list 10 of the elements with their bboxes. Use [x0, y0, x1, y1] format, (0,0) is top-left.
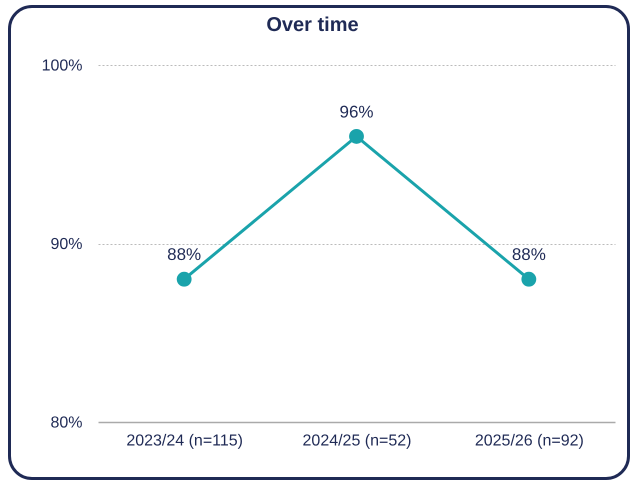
y-tick-label: 90% [50, 236, 82, 253]
data-label: 96% [339, 102, 374, 122]
x-tick-label: 2025/26 (n=92) [474, 432, 584, 450]
data-label: 88% [167, 245, 202, 264]
y-tick-label: 80% [50, 414, 82, 432]
chart-title: Over time [266, 14, 359, 36]
y-tick-label: 100% [42, 58, 82, 74]
x-tick-label: 2023/24 (n=115) [126, 432, 244, 450]
x-tick-label: 2024/25 (n=52) [302, 432, 412, 450]
data-label: 88% [512, 245, 546, 264]
